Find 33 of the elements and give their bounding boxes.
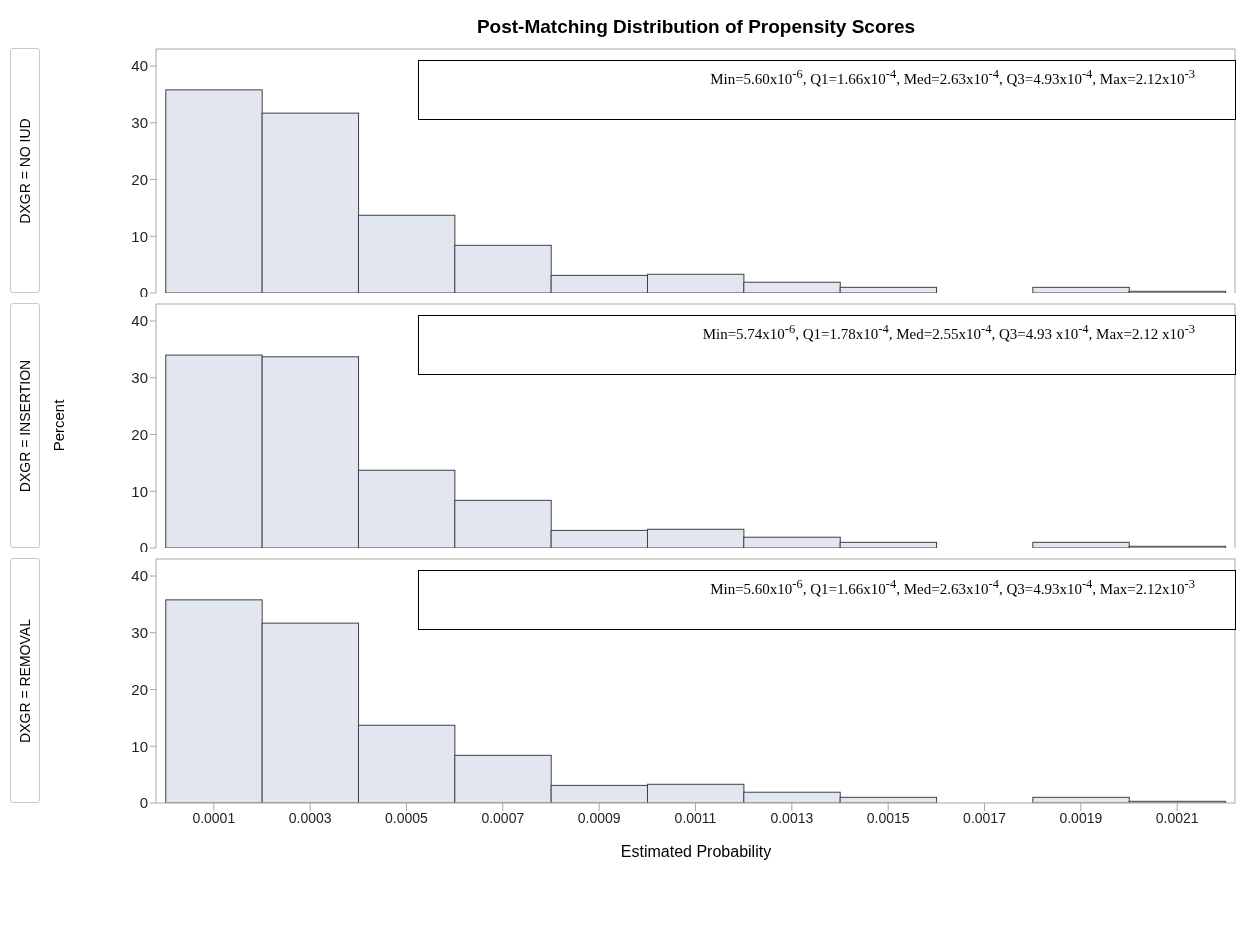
x-tick-label: 0.0009 xyxy=(577,809,621,826)
y-axis-title: DXGR = REMOVAL xyxy=(17,618,34,743)
x-tick-label: 0.0011 xyxy=(674,809,717,826)
chart-title: Post-Matching Distribution of Propensity Scores xyxy=(475,16,917,38)
y-tick-label: 40 xyxy=(131,312,148,330)
y-tick-label: 30 xyxy=(131,369,148,387)
y-axis-title: DXGR = NO IUD xyxy=(17,117,33,224)
text-box: Min=5.74x10$^{-6}$, Q1=1.78x10$^{-4}$, Med=2.55x10$^{-4}$, Q3=4.93 x10$^{-4}$, Max=2.12 x10$^{-3}$ xyxy=(418,315,1236,375)
text-box: Min=5.60x10$^{-6}$, Q1=1.66x10$^{-4}$, Med=2.63x10$^{-4}$, Q3=4.93x10$^{-4}$, Max=2.12x10$^{-3}$ xyxy=(418,60,1236,120)
x-tick-label: 0.0015 xyxy=(866,809,910,826)
y-tick-label: 30 xyxy=(131,114,148,132)
y-tick-label: 30 xyxy=(131,624,148,642)
x-tick-label: 0.0003 xyxy=(288,809,332,826)
y-tick-label: 40 xyxy=(131,57,148,75)
y-tick-label: 0 xyxy=(139,794,148,812)
x-tick-label: 0.0019 xyxy=(1059,809,1103,826)
y-tick-label: 40 xyxy=(131,567,148,585)
y-tick-label: 20 xyxy=(131,425,148,443)
x-tick-label: 0.0021 xyxy=(1155,809,1199,826)
x-axis-title: Estimated Probability xyxy=(619,843,773,861)
x-tick-label: 0.0013 xyxy=(770,809,814,826)
x-tick-label: 0.0005 xyxy=(385,809,429,826)
x-tick-label: 0.0017 xyxy=(963,809,1007,826)
y-tick-label: 20 xyxy=(131,680,148,698)
text-box: Min=5.60x10$^{-6}$, Q1=1.66x10$^{-4}$, Med=2.63x10$^{-4}$, Q3=4.93x10$^{-4}$, Max=2.12x10$^{-3}$ xyxy=(418,570,1236,630)
y-tick-label: 10 xyxy=(131,737,148,755)
text: Percent xyxy=(50,399,68,452)
y-tick-label: 10 xyxy=(131,482,148,500)
x-tick-label: 0.0001 xyxy=(192,809,236,826)
y-tick-label: 20 xyxy=(131,170,148,188)
y-tick-label: 10 xyxy=(131,227,148,245)
y-axis-title: DXGR = INSERTION xyxy=(17,359,34,492)
x-tick-label: 0.0007 xyxy=(481,809,525,826)
